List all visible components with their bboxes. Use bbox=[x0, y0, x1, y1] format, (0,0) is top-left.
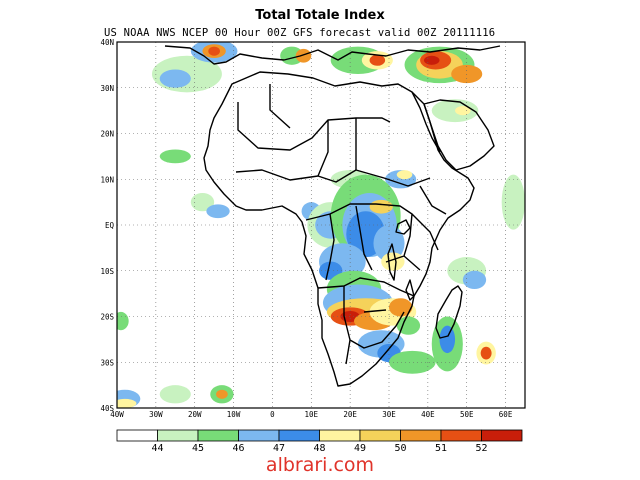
colorbar-label: 49 bbox=[354, 443, 366, 454]
colorbar-label: 51 bbox=[435, 443, 447, 454]
colorbar: 44 45 46 47 48 49 50 51 52 bbox=[116, 429, 523, 454]
lake-tanganyika bbox=[387, 243, 397, 281]
colorbar-swatch bbox=[319, 429, 361, 442]
lake-victoria bbox=[395, 219, 411, 235]
index-contour-patch bbox=[369, 199, 393, 214]
lat-tick-label: 10S bbox=[100, 267, 114, 276]
colorbar-swatch bbox=[278, 429, 320, 442]
index-contour-patch bbox=[373, 225, 405, 262]
index-contour-patch bbox=[389, 350, 436, 374]
index-contour-patch bbox=[117, 398, 137, 408]
index-contour-patch bbox=[159, 69, 191, 88]
index-contour-patch bbox=[117, 311, 129, 331]
lake-malawi bbox=[405, 279, 415, 301]
site-watermark: albrari.com bbox=[265, 454, 375, 476]
index-contour-patch bbox=[381, 252, 405, 271]
colorbar-label: 50 bbox=[394, 443, 406, 454]
border-sahel bbox=[235, 169, 431, 187]
index-contour-patch bbox=[206, 204, 230, 219]
index-contour-patch bbox=[159, 385, 191, 404]
lon-tick-label: 30W bbox=[149, 410, 163, 419]
index-contour-patch bbox=[462, 270, 487, 290]
border-southern-2 bbox=[343, 286, 405, 365]
lon-tick-label: 30E bbox=[382, 410, 396, 419]
arabia-coastline bbox=[423, 99, 495, 171]
colorbar-swatch bbox=[440, 429, 482, 442]
coastlines bbox=[164, 45, 501, 387]
lon-tick-label: 60E bbox=[499, 410, 513, 419]
madagascar-coastline bbox=[435, 285, 463, 339]
border-east bbox=[403, 185, 447, 271]
colorbar-swatch bbox=[238, 429, 280, 442]
latitude-labels: 40N 30N 20N 10N EQ 10S 20S 30S 40S bbox=[100, 38, 114, 413]
index-contour-patch bbox=[455, 106, 471, 116]
lat-tick-label: 10N bbox=[100, 175, 114, 184]
lon-tick-label: 50E bbox=[460, 410, 474, 419]
index-contour-patch bbox=[295, 48, 312, 63]
colorbar-swatch bbox=[400, 429, 442, 442]
lat-tick-label: 30N bbox=[100, 84, 114, 93]
index-contour-patch bbox=[431, 99, 479, 123]
colorbar-label: 44 bbox=[151, 443, 163, 454]
index-contour-patch bbox=[396, 170, 413, 180]
colorbar-swatch bbox=[197, 429, 239, 442]
colorbar-swatch bbox=[359, 429, 401, 442]
colorbar-swatch bbox=[116, 429, 158, 442]
europe-coastline bbox=[164, 45, 501, 65]
lon-tick-label: 10E bbox=[305, 410, 319, 419]
red-sea bbox=[411, 91, 441, 153]
colorbar-label: 46 bbox=[232, 443, 244, 454]
border-sahara-2 bbox=[269, 84, 357, 177]
lon-tick-label: 20E bbox=[343, 410, 357, 419]
lat-tick-label: 40N bbox=[100, 38, 114, 47]
lon-tick-label: 40W bbox=[110, 410, 124, 419]
lat-tick-label: 20N bbox=[100, 130, 114, 139]
border-southern-1 bbox=[317, 277, 415, 297]
index-contour-patch bbox=[190, 192, 215, 212]
lon-tick-label: 0 bbox=[270, 410, 275, 419]
graticule bbox=[117, 42, 525, 408]
index-contour-patch bbox=[159, 149, 191, 164]
lon-tick-label: 10W bbox=[227, 410, 241, 419]
lat-tick-label: 40S bbox=[100, 404, 114, 413]
index-contour-patch bbox=[480, 346, 492, 360]
map-subtitle: US NOAA NWS NCEP 00 Hour 00Z GFS forecas… bbox=[104, 27, 496, 39]
index-contour-patch bbox=[439, 325, 456, 354]
index-contour-patch bbox=[280, 46, 304, 65]
border-central-1 bbox=[305, 203, 413, 263]
lat-tick-label: EQ bbox=[105, 221, 115, 230]
border-sahara-1 bbox=[237, 102, 391, 151]
colorbar-label: 52 bbox=[475, 443, 487, 454]
lon-tick-label: 40E bbox=[421, 410, 435, 419]
longitude-labels: 40W 30W 20W 10W 0 10E 20E 30E 40E 50E 60E bbox=[110, 410, 513, 419]
lat-tick-label: 30S bbox=[100, 358, 114, 367]
colorbar-label: 45 bbox=[192, 443, 204, 454]
colorbar-label: 48 bbox=[313, 443, 325, 454]
colorbar-swatch bbox=[157, 429, 199, 442]
colorbar-label: 47 bbox=[273, 443, 285, 454]
map-frame bbox=[116, 41, 526, 409]
index-contour-patch bbox=[369, 54, 386, 66]
index-shading bbox=[117, 42, 525, 408]
index-contour-patch bbox=[396, 316, 421, 335]
index-contour-patch bbox=[423, 55, 440, 65]
lat-tick-label: 20S bbox=[100, 313, 114, 322]
lon-tick-label: 20W bbox=[188, 410, 202, 419]
index-contour-patch bbox=[501, 174, 525, 230]
map-title: Total Totale Index bbox=[255, 8, 385, 23]
border-central-2 bbox=[325, 205, 373, 281]
index-contour-patch bbox=[216, 389, 228, 399]
colorbar-swatch bbox=[481, 429, 523, 442]
index-contour-patch bbox=[389, 298, 413, 317]
index-contour-patch bbox=[208, 46, 220, 56]
